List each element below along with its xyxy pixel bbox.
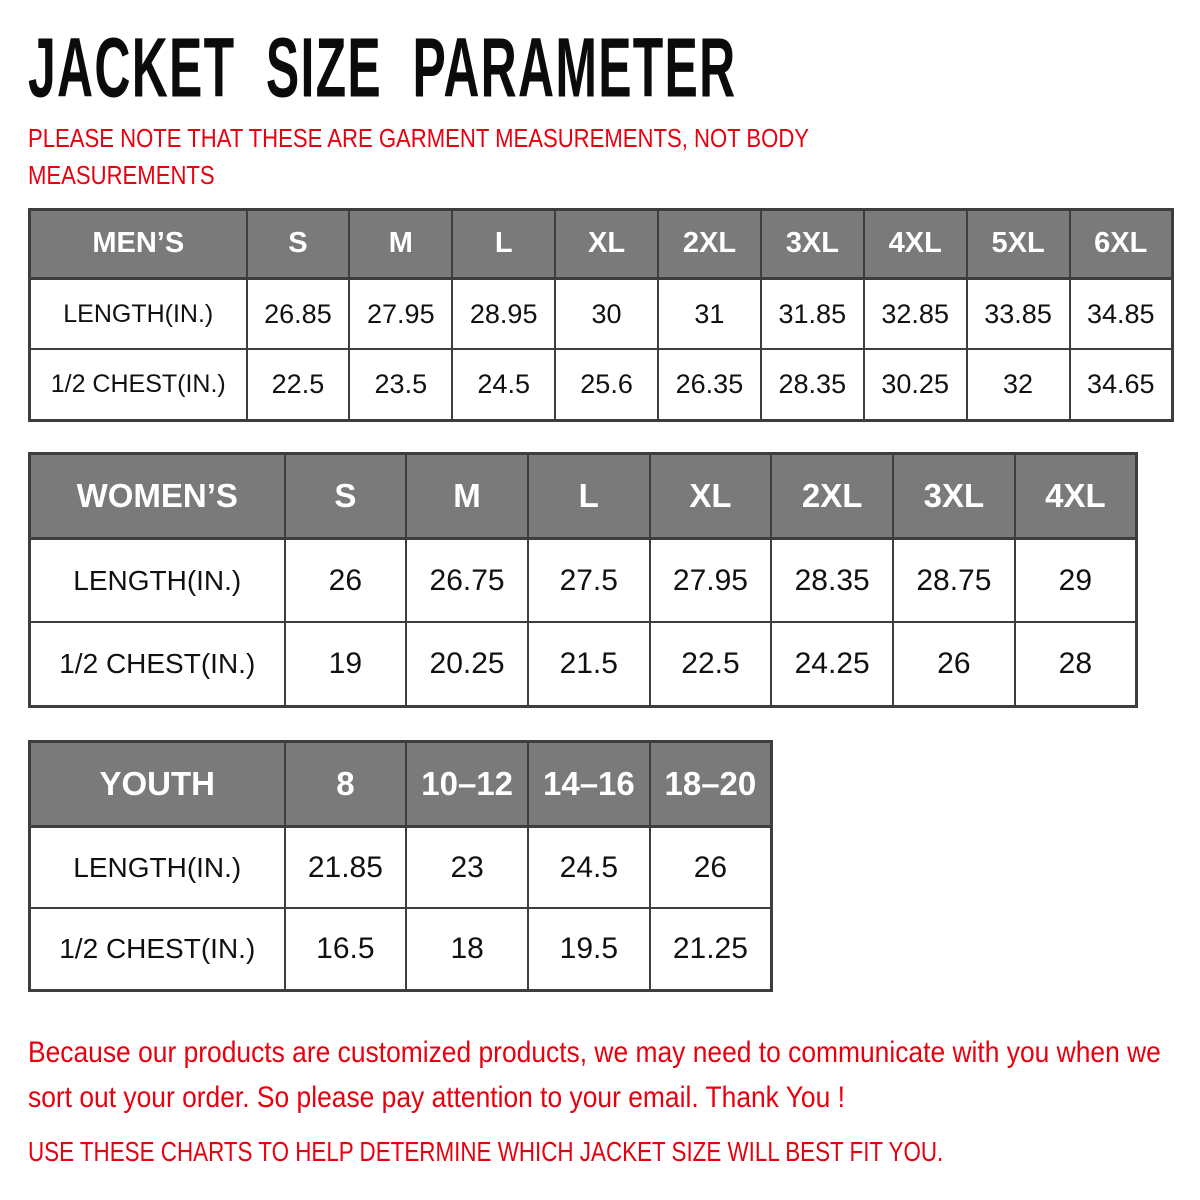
mens-header-row: MEN’S S M L XL 2XL 3XL 4XL 5XL 6XL (28, 208, 1174, 280)
value-cell: 34.65 (1068, 348, 1174, 422)
value-cell: 26 (892, 621, 1016, 708)
value-cell: 28.95 (451, 277, 557, 351)
value-cell: 26.85 (245, 277, 351, 351)
youth-header-row: YOUTH 8 10–12 14–16 18–20 (28, 740, 773, 828)
value-cell: 23.5 (348, 348, 454, 422)
value-cell: 24.25 (770, 621, 895, 708)
value-cell: 26.35 (657, 348, 762, 422)
measurement-row: LENGTH(IN.) 26.85 27.95 28.95 30 31 31.85 32.85… (28, 277, 1174, 351)
womens-group-label: WOMEN’S (28, 452, 286, 540)
size-header-cell: 5XL (965, 208, 1071, 280)
row-label-cell: LENGTH(IN.) (28, 825, 286, 910)
value-cell: 31.85 (759, 277, 865, 351)
size-header-cell: M (348, 208, 454, 280)
size-header-cell: 18–20 (648, 740, 773, 828)
size-header-cell: L (451, 208, 557, 280)
value-cell: 29 (1013, 537, 1138, 624)
youth-size-table: YOUTH 8 10–12 14–16 18–20 LENGTH(IN.) 21.85 23 2… (28, 739, 773, 992)
value-cell: 27.95 (348, 277, 454, 351)
value-cell: 26.75 (405, 537, 529, 624)
size-header-cell: 14–16 (527, 740, 651, 828)
value-cell: 23 (405, 825, 529, 910)
value-cell: 21.5 (526, 621, 651, 708)
value-cell: 24.5 (451, 348, 557, 422)
page-title-row: JACKET SIZE PARAMETER (28, 19, 1186, 115)
size-header-cell: M (405, 452, 529, 540)
value-cell: 19.5 (527, 907, 651, 992)
womens-header-row: WOMEN’S S M L XL 2XL 3XL 4XL (28, 452, 1138, 540)
size-header-cell: 3XL (892, 452, 1016, 540)
value-cell: 28.35 (759, 348, 865, 422)
size-header-cell: 2XL (657, 208, 762, 280)
value-cell: 27.5 (526, 537, 651, 624)
value-cell: 26 (648, 825, 773, 910)
customization-notice: Because our products are customized prod… (28, 1035, 1161, 1114)
value-cell: 22.5 (245, 348, 351, 422)
value-cell: 30 (554, 277, 659, 351)
size-header-cell: 2XL (770, 452, 895, 540)
value-cell: 24.5 (527, 825, 651, 910)
size-header-cell: 10–12 (405, 740, 529, 828)
measurement-row: LENGTH(IN.) 21.85 23 24.5 26 (28, 825, 773, 910)
value-cell: 28.75 (892, 537, 1016, 624)
row-label-cell: 1/2 CHEST(IN.) (28, 348, 248, 422)
row-label-cell: 1/2 CHEST(IN.) (28, 621, 286, 708)
page-title: JACKET SIZE PARAMETER (28, 19, 737, 115)
value-cell: 26 (283, 537, 408, 624)
value-cell: 32 (965, 348, 1071, 422)
measurement-row: 1/2 CHEST(IN.) 19 20.25 21.5 22.5 24.25 26 28 (28, 621, 1138, 708)
mens-size-table: MEN’S S M L XL 2XL 3XL 4XL 5XL 6XL LENGTH(IN.) 26.8… (28, 207, 1174, 422)
measurement-row: LENGTH(IN.) 26 26.75 27.5 27.95 28.35 28.75 29 (28, 537, 1138, 624)
value-cell: 19 (283, 621, 408, 708)
row-label-cell: LENGTH(IN.) (28, 277, 248, 351)
value-cell: 22.5 (648, 621, 773, 708)
size-header-cell: S (283, 452, 408, 540)
size-header-cell: 4XL (1013, 452, 1138, 540)
value-cell: 28.35 (770, 537, 895, 624)
value-cell: 21.25 (648, 907, 773, 992)
youth-group-label: YOUTH (28, 740, 286, 828)
measurement-row: 1/2 CHEST(IN.) 16.5 18 19.5 21.25 (28, 907, 773, 992)
size-header-cell: L (526, 452, 651, 540)
value-cell: 21.85 (283, 825, 408, 910)
size-header-cell: 3XL (759, 208, 865, 280)
size-header-cell: XL (648, 452, 773, 540)
size-chart-page: JACKET SIZE PARAMETER PLEASE NOTE THAT T… (28, 19, 1186, 1167)
size-header-cell: S (245, 208, 351, 280)
measurement-row: 1/2 CHEST(IN.) 22.5 23.5 24.5 25.6 26.35 28.35… (28, 348, 1174, 422)
value-cell: 18 (405, 907, 529, 992)
value-cell: 16.5 (283, 907, 408, 992)
size-header-cell: XL (554, 208, 659, 280)
row-label-cell: 1/2 CHEST(IN.) (28, 907, 286, 992)
value-cell: 20.25 (405, 621, 529, 708)
value-cell: 31 (657, 277, 762, 351)
value-cell: 34.85 (1068, 277, 1174, 351)
mens-group-label: MEN’S (28, 208, 248, 280)
value-cell: 32.85 (862, 277, 968, 351)
row-label-cell: LENGTH(IN.) (28, 537, 286, 624)
value-cell: 27.95 (648, 537, 773, 624)
fit-advice-line: USE THESE CHARTS TO HELP DETERMINE WHICH… (28, 1135, 944, 1167)
womens-size-table: WOMEN’S S M L XL 2XL 3XL 4XL LENGTH(IN.) 26 26.75 2… (28, 451, 1138, 708)
value-cell: 33.85 (965, 277, 1071, 351)
value-cell: 30.25 (862, 348, 968, 422)
size-header-cell: 6XL (1068, 208, 1174, 280)
value-cell: 25.6 (554, 348, 659, 422)
garment-measurement-note: PLEASE NOTE THAT THESE ARE GARMENT MEASU… (28, 123, 809, 190)
size-header-cell: 4XL (862, 208, 968, 280)
value-cell: 28 (1013, 621, 1138, 708)
size-header-cell: 8 (283, 740, 408, 828)
